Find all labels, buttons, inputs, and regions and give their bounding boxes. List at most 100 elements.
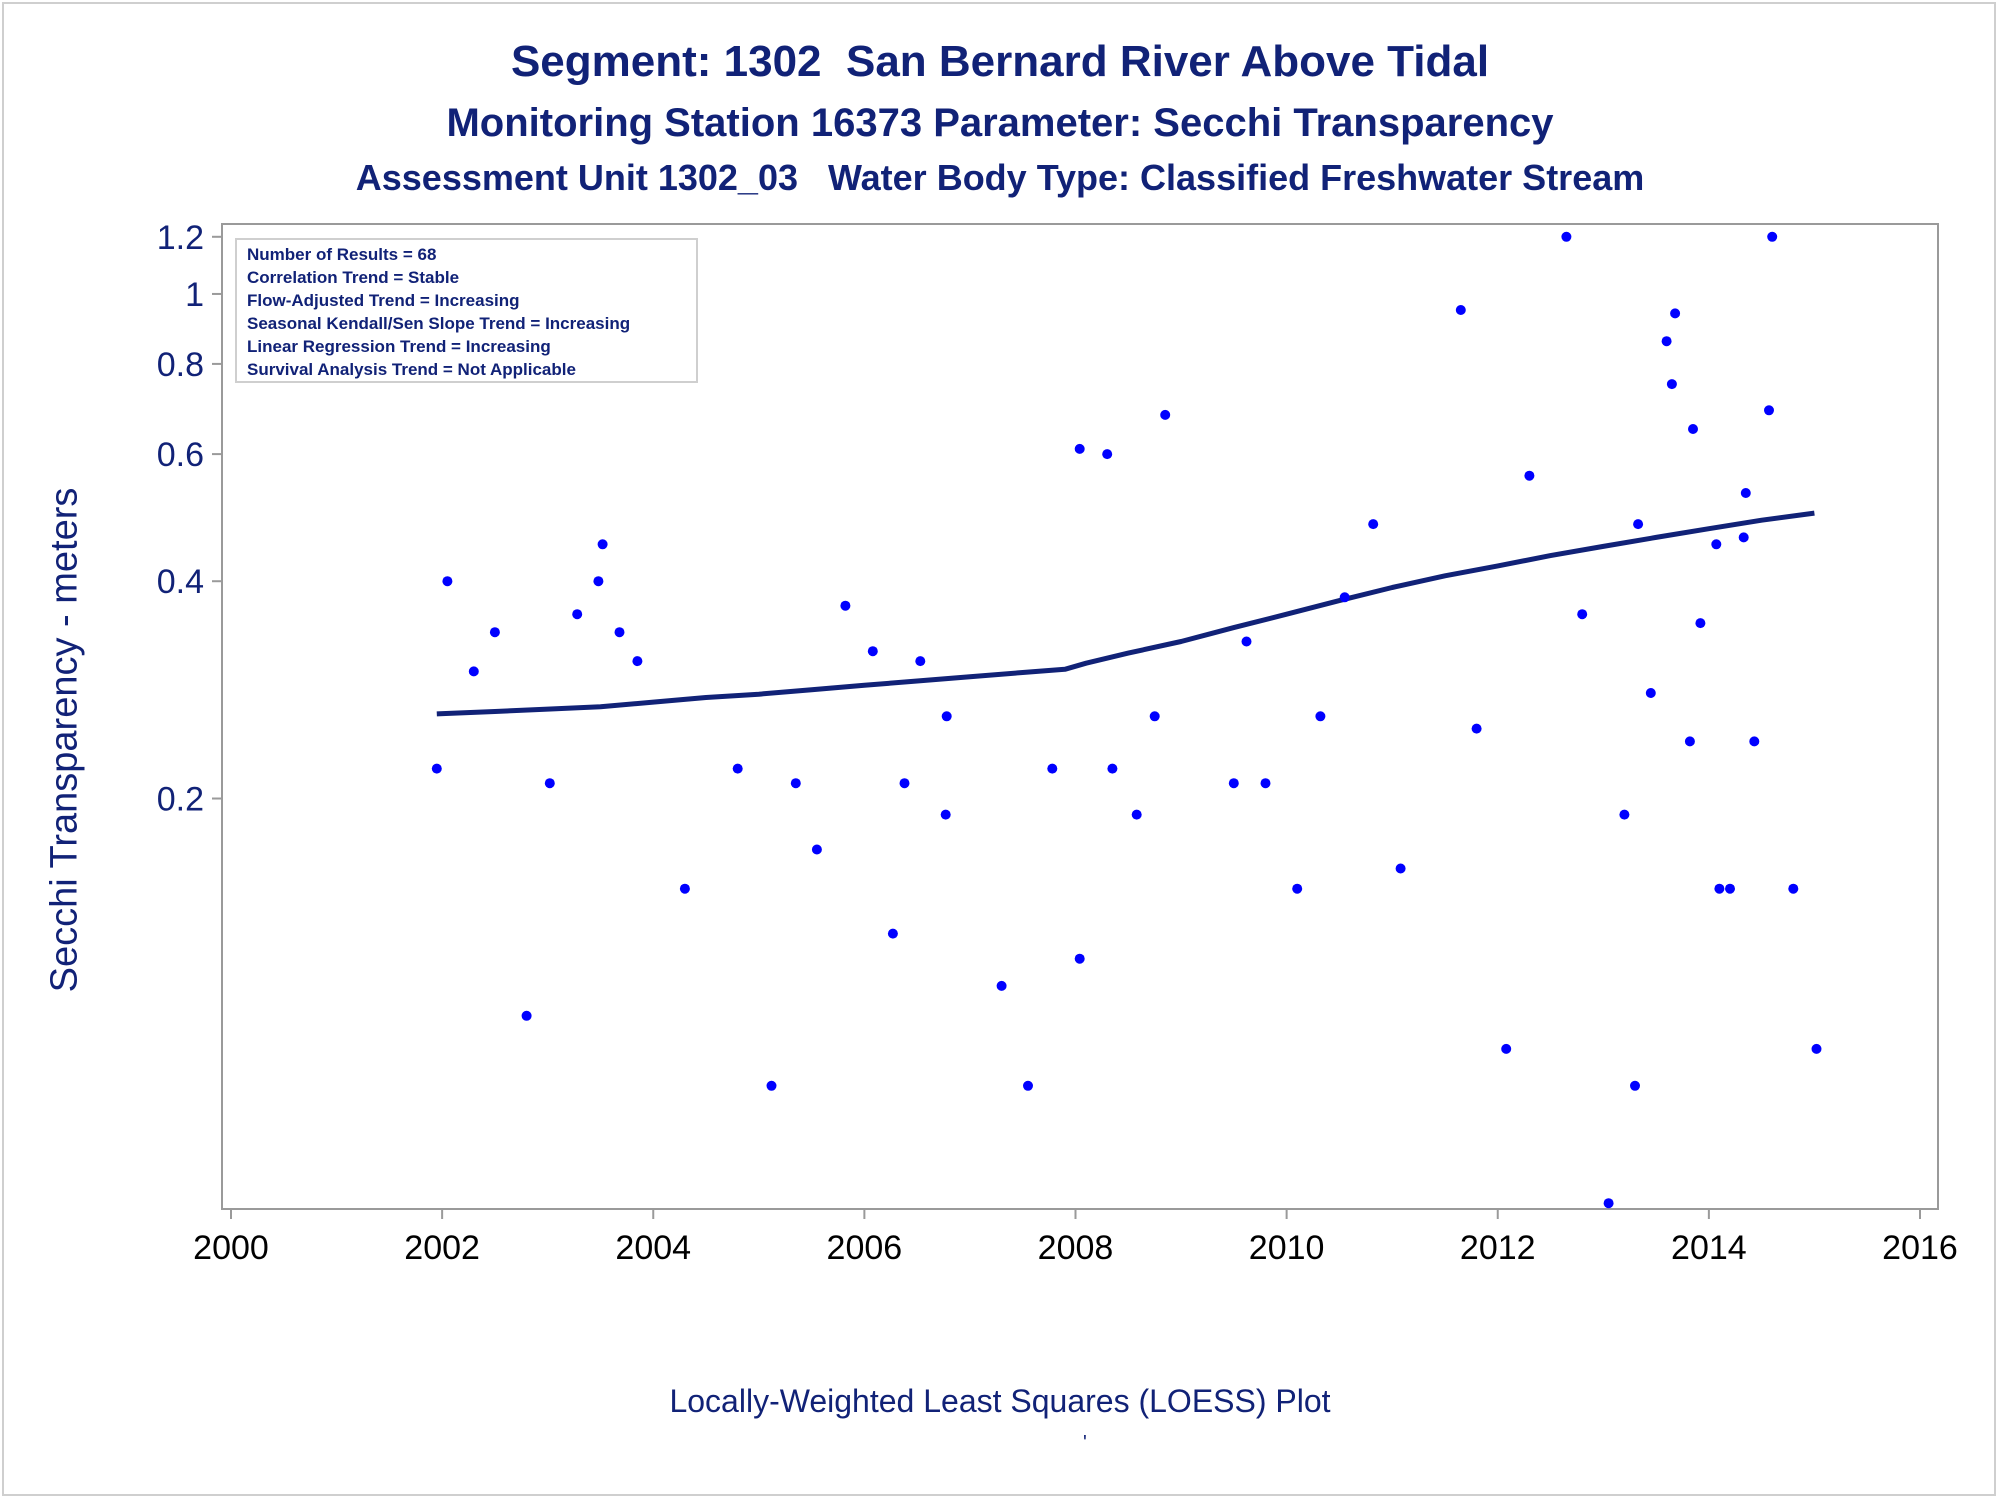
data-point xyxy=(1471,723,1482,734)
data-point xyxy=(1455,305,1466,315)
data-point xyxy=(1228,778,1239,789)
data-point xyxy=(1695,618,1706,629)
data-point xyxy=(468,666,479,677)
loess-line xyxy=(436,510,1815,717)
data-point xyxy=(614,627,625,638)
stats-line: Flow-Adjusted Trend = Increasing xyxy=(247,291,520,310)
data-point xyxy=(867,646,878,657)
data-point xyxy=(679,883,690,894)
data-point xyxy=(1788,883,1799,894)
y-axis-label: Secchi Transparency - meters xyxy=(43,487,86,993)
y-tick-label: 1 xyxy=(185,276,204,314)
data-point xyxy=(1395,863,1406,874)
data-point xyxy=(766,1080,777,1091)
data-point xyxy=(1603,1198,1614,1209)
data-point xyxy=(1241,636,1252,647)
data-point xyxy=(996,980,1007,991)
data-point xyxy=(1764,405,1774,416)
x-tick-label: 2010 xyxy=(1249,1229,1325,1267)
data-point xyxy=(915,656,926,667)
data-point xyxy=(732,763,743,774)
plot-area xyxy=(221,223,1939,1210)
data-point xyxy=(1160,409,1171,420)
data-point xyxy=(1811,1043,1822,1054)
data-point xyxy=(572,609,583,620)
chart-title: Segment: 1302 San Bernard River Above Ti… xyxy=(510,37,1490,86)
data-point xyxy=(1661,336,1672,347)
data-point xyxy=(887,928,898,939)
x-tick-label: 2014 xyxy=(1671,1229,1747,1267)
data-point xyxy=(431,763,442,774)
stats-box xyxy=(235,238,698,383)
data-point xyxy=(1714,883,1725,894)
data-point xyxy=(1149,711,1160,722)
y-tick-label: 1.2 xyxy=(157,219,204,257)
data-point xyxy=(1292,883,1303,894)
data-point xyxy=(1107,763,1118,774)
data-point xyxy=(1339,592,1350,603)
data-point xyxy=(941,711,952,722)
data-point xyxy=(899,778,910,789)
x-tick-label: 2006 xyxy=(827,1229,903,1267)
data-point xyxy=(1767,231,1778,242)
data-point xyxy=(544,778,555,789)
data-point xyxy=(1047,763,1058,774)
data-point xyxy=(1524,470,1535,481)
data-point xyxy=(840,600,851,611)
data-point xyxy=(1630,1080,1640,1091)
data-point xyxy=(1633,519,1644,530)
data-point xyxy=(442,576,453,587)
x-tick-label: 2008 xyxy=(1038,1229,1114,1267)
stats-line: Seasonal Kendall/Sen Slope Trend = Incre… xyxy=(247,314,630,333)
data-point xyxy=(632,656,643,667)
data-point xyxy=(790,778,801,789)
data-point xyxy=(1711,539,1722,550)
stats-line: Correlation Trend = Stable xyxy=(247,268,459,287)
data-point xyxy=(1260,778,1271,789)
data-point xyxy=(1023,1080,1033,1091)
data-point xyxy=(1561,231,1572,242)
data-point xyxy=(1368,519,1379,530)
data-point xyxy=(1670,308,1681,319)
stats-line: Survival Analysis Trend = Not Applicable xyxy=(247,360,576,379)
data-point xyxy=(1666,379,1677,390)
data-point xyxy=(489,627,500,638)
x-tick-label: 2002 xyxy=(404,1229,480,1267)
data-point xyxy=(1102,449,1113,460)
y-tick-label: 0.8 xyxy=(157,346,204,384)
data-point xyxy=(1074,953,1085,964)
data-point xyxy=(1725,883,1735,894)
footnote-mark: ' xyxy=(1083,1432,1087,1454)
y-tick-label: 0.2 xyxy=(157,781,204,819)
x-tick-label: 2012 xyxy=(1460,1229,1536,1267)
data-point xyxy=(597,539,608,550)
x-tick-label: 2016 xyxy=(1882,1229,1958,1267)
x-tick-label: 2000 xyxy=(193,1229,269,1267)
data-point xyxy=(1749,736,1760,747)
data-point xyxy=(1131,809,1142,820)
data-point xyxy=(1738,532,1749,543)
y-tick-label: 0.6 xyxy=(157,436,204,474)
data-point xyxy=(1619,809,1630,820)
data-point xyxy=(521,1010,532,1021)
x-tick-label: 2004 xyxy=(615,1229,691,1267)
data-point xyxy=(811,844,822,855)
data-point xyxy=(1501,1043,1512,1054)
chart-subtitle: Monitoring Station 16373 Parameter: Secc… xyxy=(446,101,1554,145)
data-point xyxy=(1684,736,1695,747)
stats-line: Linear Regression Trend = Increasing xyxy=(247,337,551,356)
data-point xyxy=(1740,488,1751,498)
data-point xyxy=(1645,688,1656,698)
footnote: Locally-Weighted Least Squares (LOESS) P… xyxy=(669,1383,1331,1419)
data-point xyxy=(1315,711,1326,722)
y-tick-label: 0.4 xyxy=(157,563,204,601)
data-point xyxy=(940,809,951,820)
data-point xyxy=(1688,424,1698,434)
data-point xyxy=(1577,609,1588,620)
data-point xyxy=(1074,443,1085,454)
stats-line: Number of Results = 68 xyxy=(247,245,436,264)
chart-subtitle-2: Assessment Unit 1302_03 Water Body Type:… xyxy=(355,157,1645,198)
data-point xyxy=(593,576,604,587)
